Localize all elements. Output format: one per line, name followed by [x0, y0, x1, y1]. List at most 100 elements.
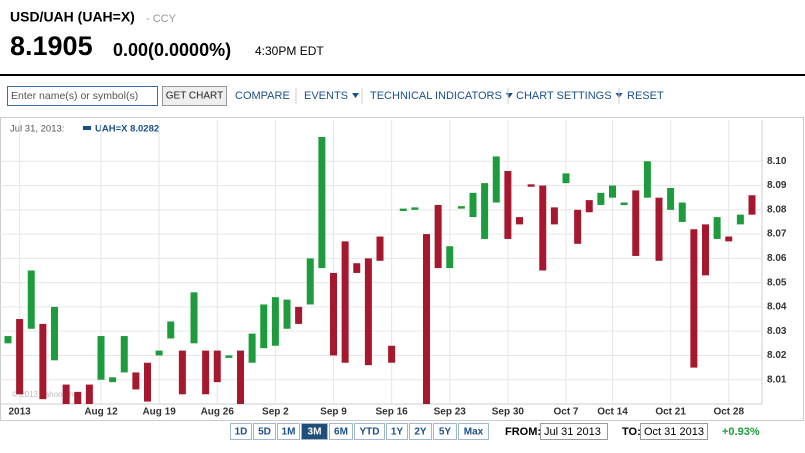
candle-body: [574, 209, 582, 244]
candle-body: [74, 391, 82, 404]
candle-body: [713, 217, 721, 239]
x-tick-label: Sep 2: [262, 407, 289, 418]
candle-body: [516, 217, 523, 225]
toolbar-link[interactable]: COMPARE: [235, 90, 290, 102]
time: 4:30PM EDT: [255, 44, 324, 58]
candle-body: [504, 170, 512, 239]
candle-body: [388, 345, 396, 363]
candle-body: [423, 234, 430, 404]
candle-body: [353, 263, 361, 273]
range-button[interactable]: [409, 423, 432, 440]
candle-body: [4, 336, 12, 344]
from-input[interactable]: [540, 423, 608, 440]
range-label: 1D: [235, 427, 248, 438]
range-button[interactable]: [301, 423, 328, 440]
exchange: - CCY: [146, 13, 177, 25]
candle-body: [492, 156, 500, 203]
get-chart-button[interactable]: [162, 86, 227, 106]
y-tick-label: 8.09: [767, 180, 787, 191]
candle-body: [736, 214, 744, 225]
candle-body: [283, 299, 291, 329]
candle-body: [85, 384, 93, 404]
range-label: 6M: [334, 427, 348, 438]
candle-body: [132, 372, 140, 390]
candle-body: [690, 229, 698, 368]
candle-body: [539, 185, 547, 271]
candle-body: [213, 350, 221, 383]
from-value: Jul 31 2013: [544, 426, 601, 438]
candle-body: [248, 333, 256, 363]
candle-body: [39, 323, 47, 400]
price: 8.1905: [10, 31, 93, 61]
toolbar-link[interactable]: CHART SETTINGS: [516, 90, 612, 102]
toolbar-link[interactable]: RESET: [627, 90, 664, 102]
search-input[interactable]: [7, 86, 158, 106]
y-tick-label: 8.06: [767, 253, 787, 264]
candle-body: [725, 236, 733, 242]
range-label: 5D: [258, 427, 271, 438]
candle-body: [376, 236, 384, 261]
x-tick-label: Oct 7: [553, 407, 578, 418]
y-tick-label: 8.05: [767, 277, 787, 288]
range-button[interactable]: [277, 423, 300, 440]
candle-body: [364, 258, 372, 366]
candle-body: [120, 336, 128, 373]
x-tick-label: Aug 26: [201, 407, 235, 418]
candle-body: [434, 204, 442, 269]
range-label: 1Y: [391, 427, 404, 438]
y-tick-label: 8.02: [767, 350, 787, 361]
x-tick-label: 2013: [9, 407, 32, 418]
button-label: GET CHART: [166, 91, 223, 102]
y-tick-label: 8.01: [767, 374, 787, 385]
candle-body: [446, 246, 454, 269]
candle-body: [271, 297, 279, 346]
toolbar-link[interactable]: EVENTS: [304, 90, 348, 102]
candle-body: [527, 184, 535, 187]
legend-date: Jul 31, 2013:: [10, 124, 64, 135]
range-button[interactable]: [230, 423, 252, 440]
candle-body: [562, 173, 570, 184]
candle-body: [585, 200, 593, 213]
range-button[interactable]: [433, 423, 457, 440]
period-change: +0.93%: [722, 426, 760, 438]
candle-body: [318, 137, 326, 269]
from-label: FROM:: [505, 426, 541, 438]
y-tick-label: 8.04: [767, 302, 787, 313]
chart-frame: [0, 117, 804, 421]
candle-body: [62, 384, 70, 404]
x-tick-label: Oct 21: [655, 407, 686, 418]
range-label: Max: [464, 427, 484, 438]
candle-body: [27, 270, 35, 329]
y-tick-label: 8.03: [767, 326, 787, 337]
toolbar-link[interactable]: TECHNICAL INDICATORS: [370, 90, 502, 102]
candle-body: [399, 208, 407, 212]
range-label: 2Y: [414, 427, 427, 438]
range-label: 3M: [308, 427, 322, 438]
range-button[interactable]: [329, 423, 353, 440]
range-label: 1M: [282, 427, 296, 438]
candle-body: [620, 202, 628, 205]
candle-body: [667, 187, 675, 210]
range-button[interactable]: [253, 423, 276, 440]
range-label: YTD: [360, 427, 380, 438]
candle-body: [51, 306, 58, 361]
x-tick-label: Oct 28: [713, 407, 744, 418]
x-tick-label: Oct 14: [597, 407, 628, 418]
y-tick-label: 8.10: [767, 156, 787, 167]
y-tick-label: 8.08: [767, 204, 787, 215]
placeholder: Enter name(s) or symbol(s): [11, 90, 138, 102]
to-input[interactable]: [640, 423, 708, 440]
candle-body: [457, 206, 465, 209]
x-tick-label: Sep 16: [376, 407, 409, 418]
range-button[interactable]: [458, 423, 489, 440]
range-button[interactable]: [386, 423, 408, 440]
candle-body: [167, 321, 175, 339]
dropdown-arrow: [352, 93, 360, 98]
candle-body: [411, 207, 419, 210]
candle-body: [655, 197, 663, 261]
range-button[interactable]: [354, 423, 385, 440]
range-label: 5Y: [439, 427, 452, 438]
candle-body: [748, 195, 756, 215]
